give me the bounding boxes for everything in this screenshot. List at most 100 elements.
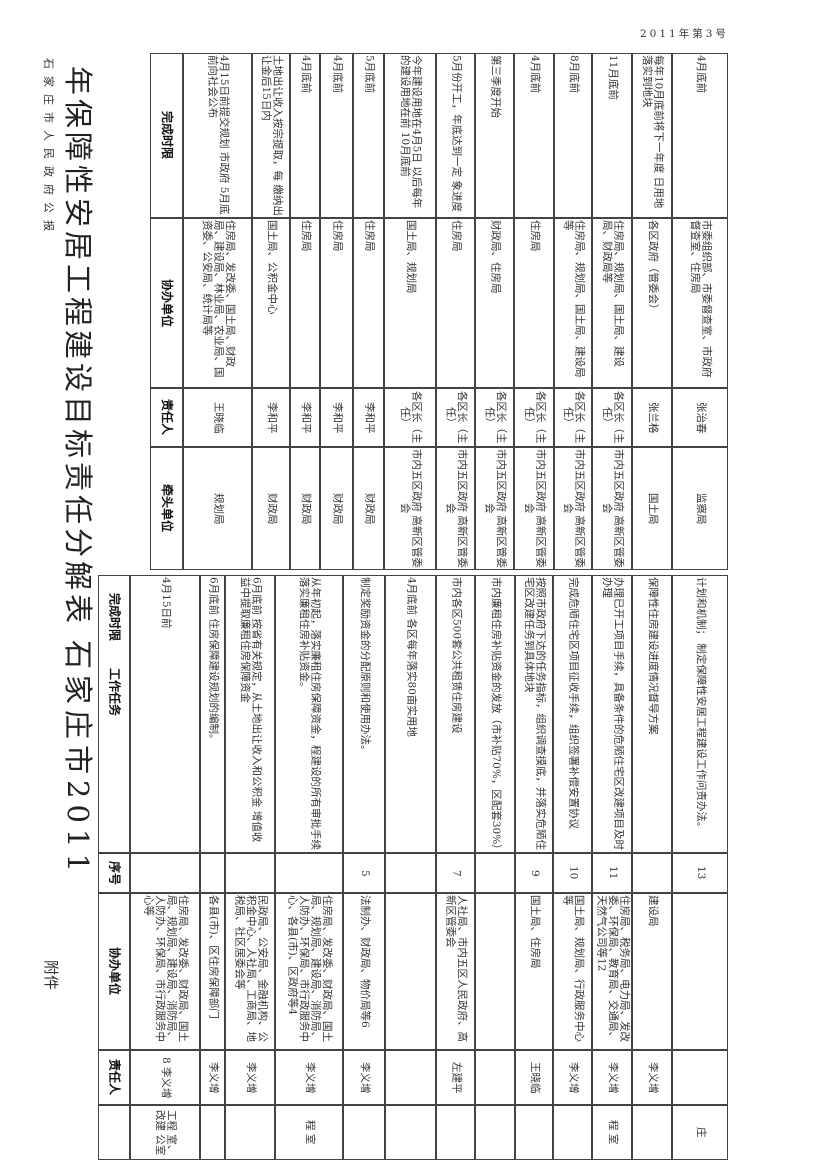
table-cell-task: 4月15日前 bbox=[130, 575, 200, 853]
table-cell-lead: 市内五区政府 高新区管委会 bbox=[436, 447, 475, 570]
table-cell-lead: 市内五区政府 高新区管委会 bbox=[554, 447, 592, 570]
attachment-label: 附件 bbox=[42, 960, 60, 991]
column-header-dept bbox=[98, 1105, 130, 1160]
table-cell-assist: 国土局、公积金中心 bbox=[252, 218, 290, 388]
table-cell-person: 李义增 bbox=[553, 1050, 592, 1105]
table-cell-task: 市内廉租住房补贴资金的发放（市补贴70%，区配套30%） bbox=[475, 575, 515, 853]
table-cell-seq: 5 bbox=[343, 853, 385, 893]
table-cell-person: 李和平 bbox=[353, 388, 384, 447]
table-cell-lead: 规划局 bbox=[183, 447, 252, 570]
table-cell-seq bbox=[225, 853, 275, 893]
table-cell-assist bbox=[672, 893, 728, 1050]
table-cell-assist: 住房局、规划局、国土局、建设局等 bbox=[554, 218, 592, 388]
table-cell-dept: 庄 bbox=[672, 1105, 728, 1160]
table-cell-assist: 住房局、税务局、电力局、发改委、环保局、教育局、交通局、天然气公司等12 bbox=[592, 893, 632, 1050]
table-cell-person: 李义增 bbox=[592, 1050, 632, 1105]
table-cell-lead: 财政局 bbox=[320, 447, 353, 570]
table-cell-deadline: 土地出让收入按宗提取，每 缴纳出让金后15日内 bbox=[252, 53, 290, 218]
table-cell-task: 完成危陋住宅区项目征收手续，组织签署补偿安置协议 bbox=[553, 575, 592, 853]
table-cell-deadline: 4月15日前提交规划 市政府 5月底前向社会公布 bbox=[183, 53, 252, 218]
table-cell-person: 李和平 bbox=[290, 388, 320, 447]
table-cell-deadline: 4月底前 bbox=[320, 53, 353, 218]
column-header-person: 责任人 bbox=[150, 388, 183, 447]
table-cell-assist: 住房局 bbox=[436, 218, 475, 388]
table-cell-seq bbox=[632, 853, 672, 893]
column-header-task: 工作任务 bbox=[107, 668, 122, 717]
table-cell-task: 6月底前 住房保障建设规划的编制。 bbox=[200, 575, 225, 853]
table-cell-person: 李义增 bbox=[275, 1050, 343, 1105]
table-cell-assist: 住房局、发改委、财政局、国土局、规划局、建设局、消防局、人防办、环保局、市行政服… bbox=[275, 893, 343, 1050]
table-cell-person: 李和平 bbox=[252, 388, 290, 447]
table-cell-assist: 住房局、发改委、国土局、财政局、建设局、林业局、农业局、国资委、公安局、统计局等 bbox=[183, 218, 252, 388]
table-cell-person: 各区长（主任） bbox=[514, 388, 554, 447]
table-cell-person: 左建平 bbox=[436, 1050, 475, 1105]
table-cell-dept: 程 室 bbox=[592, 1105, 632, 1160]
table-cell-person: 李义增 bbox=[632, 1050, 672, 1105]
table-cell-lead: 国土局 bbox=[632, 447, 672, 570]
table-cell-assist: 财政局、住房局 bbox=[475, 218, 514, 388]
table-cell-assist: 人社局、市内五区人民政府、高新区管委会 bbox=[436, 893, 475, 1050]
table-cell-lead: 财政局 bbox=[252, 447, 290, 570]
table-cell-assist bbox=[475, 893, 515, 1050]
table-cell-task: 办理已开工项目手续，具备条件的危陋住宅区改建项目及时办理 bbox=[592, 575, 632, 853]
table-cell-task: 4月底前 各区每年落实80亩实用地 bbox=[385, 575, 436, 853]
table-cell-dept bbox=[343, 1105, 385, 1160]
column-header-task-cell bbox=[98, 575, 130, 853]
table-cell-deadline: 11月底前 bbox=[592, 53, 632, 218]
table-cell-assist: 住房局、发改委、财政局、国土局、规划局、建设局、消防局、人防办、环保局、市行政服… bbox=[130, 893, 200, 1050]
table-cell-person: 王晓临 bbox=[183, 388, 252, 447]
column-header-deadline: 完成时限 bbox=[107, 593, 122, 642]
table-cell-assist: 住房局 bbox=[514, 218, 554, 388]
table-cell-deadline: 今年建设用地在4月5日 以后每年的建设用地在前 10月底前 bbox=[384, 53, 436, 218]
table-cell-seq: 10 bbox=[553, 853, 592, 893]
table-cell-assist: 国土局、规划局、行政服务中心等 bbox=[553, 893, 592, 1050]
table-cell-task: 市内各区500套公共租赁住房建设 bbox=[436, 575, 475, 853]
table-cell-dept bbox=[225, 1105, 275, 1160]
table-cell-dept: 程 室 bbox=[275, 1105, 343, 1160]
table-cell-person: 各区长（主任） bbox=[554, 388, 592, 447]
table-cell-deadline: 第三季度开始 bbox=[475, 53, 514, 218]
table-cell-assist bbox=[385, 893, 436, 1050]
table-cell-deadline: 4月底前 bbox=[514, 53, 554, 218]
table-cell-deadline: 4月底前 bbox=[290, 53, 320, 218]
table-cell-seq bbox=[275, 853, 343, 893]
table-cell-assist: 住房局、规划局、国土局、建设局、财政局等 bbox=[592, 218, 632, 388]
table-cell-assist: 市委组织部、市委督查室、市政府督查室、住房局 bbox=[672, 218, 728, 388]
table-cell-dept bbox=[436, 1105, 475, 1160]
table-cell-dept bbox=[475, 1105, 515, 1160]
table-cell-lead: 财政局 bbox=[290, 447, 320, 570]
table-cell-lead: 市内五区政府 高新区管委会 bbox=[384, 447, 436, 570]
table-cell-person: 李义增 bbox=[200, 1050, 225, 1105]
table-cell-assist: 法制办、财政局、物价局等6 bbox=[343, 893, 385, 1050]
table-cell-dept bbox=[200, 1105, 225, 1160]
table-cell-person: 王晓临 bbox=[515, 1050, 553, 1105]
table-cell-task: 按照市政府下达的任务指标，组织调查摸底，并落实危陋住宅区改建任务到具体地块 bbox=[515, 575, 553, 853]
table-cell-assist: 各县(市)、区住房保障部门 bbox=[200, 893, 225, 1050]
table-cell-seq bbox=[200, 853, 225, 893]
table-cell-task: 保障性住房建设进度情况督导方案 bbox=[632, 575, 672, 853]
page-title-part-2: 年保障性安居工程建设目标责任分解表 bbox=[61, 66, 95, 628]
table-cell-person: 各区长（主任） bbox=[475, 388, 514, 447]
table-cell-person bbox=[385, 1050, 436, 1105]
table-cell-lead: 市内五区政府 高新区管委会 bbox=[475, 447, 514, 570]
table-cell-task: 6月底前 按省有关规定，从土地出让收入和公积金 增值收益中提取廉租住房保障资金 bbox=[225, 575, 275, 853]
issue-number: 2011年第3号 bbox=[640, 28, 729, 40]
table-cell-dept bbox=[632, 1105, 672, 1160]
table-cell-person: 李义增 bbox=[225, 1050, 275, 1105]
page-title-part-1: 石家庄市2011 bbox=[61, 640, 95, 878]
table-cell-person: 各区长（主任） bbox=[436, 388, 475, 447]
table-cell-person: 李和平 bbox=[320, 388, 353, 447]
table-cell-person: 8 李义增 bbox=[130, 1050, 200, 1105]
table-cell-person bbox=[672, 1050, 728, 1105]
table-cell-seq bbox=[475, 853, 515, 893]
column-header-assist: 协办单位 bbox=[150, 218, 183, 388]
table-cell-deadline: 5月底前 bbox=[353, 53, 384, 218]
table-cell-person: 各区长（主任） bbox=[592, 388, 632, 447]
gazette-header: 石家庄市人民政府公报 bbox=[42, 58, 55, 238]
table-cell-person bbox=[475, 1050, 515, 1105]
table-cell-seq: 11 bbox=[592, 853, 632, 893]
table-cell-lead: 监察局 bbox=[672, 447, 728, 570]
column-header-lead: 牵头单位 bbox=[150, 447, 183, 570]
column-header-person: 责任人 bbox=[98, 1050, 130, 1105]
table-cell-task: 制定奖励资金的分配原则和使用办法。 bbox=[343, 575, 385, 853]
